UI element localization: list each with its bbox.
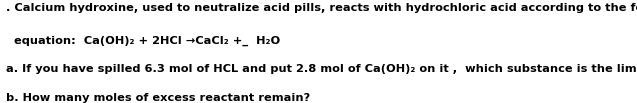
Text: . Calcium hydroxine, used to neutralize acid pills, reacts with hydrochloric aci: . Calcium hydroxine, used to neutralize …: [6, 3, 637, 13]
Text: a. If you have spilled 6.3 mol of HCL and put 2.8 mol of Ca(OH)₂ on it ,  which : a. If you have spilled 6.3 mol of HCL an…: [6, 64, 637, 74]
Text: equation:  Ca(OH)₂ + 2HCl →CaCl₂ +_  H₂O: equation: Ca(OH)₂ + 2HCl →CaCl₂ +_ H₂O: [6, 36, 281, 46]
Text: b. How many moles of excess reactant remain?: b. How many moles of excess reactant rem…: [6, 93, 310, 103]
